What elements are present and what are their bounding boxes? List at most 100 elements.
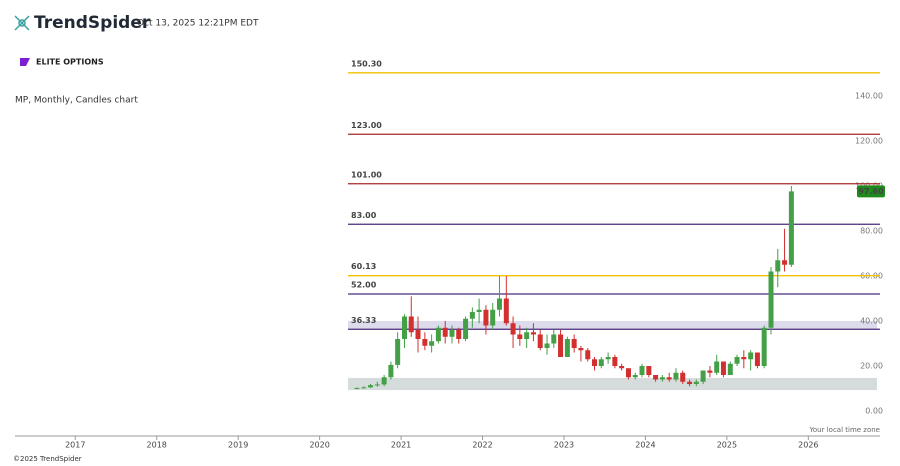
candle-body xyxy=(754,352,760,366)
candle-body xyxy=(673,372,679,380)
y-tick-label: 20.00 xyxy=(860,362,883,371)
candle-body xyxy=(476,309,482,312)
y-tick-label: 120.00 xyxy=(855,137,883,146)
candle-body xyxy=(429,341,435,346)
x-tick-label: 2021 xyxy=(391,441,411,450)
candle-body xyxy=(442,327,448,337)
candle-body xyxy=(571,339,577,348)
timestamp: Oct 13, 2025 12:21PM EDT xyxy=(137,19,259,29)
candle-body xyxy=(558,334,564,357)
candle-body xyxy=(727,363,733,375)
x-tick-label: 2019 xyxy=(228,441,248,450)
candle-body xyxy=(564,339,570,357)
candle-body xyxy=(782,260,788,265)
level-label: 123.00 xyxy=(351,121,382,130)
candle-body xyxy=(646,366,652,375)
candle-body xyxy=(592,359,598,366)
x-tick-label: 2022 xyxy=(472,441,492,450)
candle-body xyxy=(388,364,394,378)
candle-body xyxy=(578,348,584,351)
candle-body xyxy=(788,191,794,265)
candle-body xyxy=(666,377,672,380)
candle-body xyxy=(680,372,686,382)
candle-body xyxy=(537,334,543,348)
x-tick-label: 2023 xyxy=(554,441,574,450)
candle-body xyxy=(524,332,530,339)
x-tick-label: 2020 xyxy=(309,441,329,450)
level-label: 60.13 xyxy=(351,262,376,271)
level-label: 83.00 xyxy=(351,211,377,220)
candle-body xyxy=(693,381,699,384)
candle-body xyxy=(714,361,720,373)
candle-body xyxy=(761,327,767,366)
x-tick-label: 2025 xyxy=(717,441,737,450)
candle-body xyxy=(768,271,774,328)
time-zone-note: Your local time zone xyxy=(809,426,880,434)
candle-body xyxy=(483,309,489,326)
level-label: 36.33 xyxy=(351,316,376,325)
y-tick-label: 0.00 xyxy=(865,407,883,416)
candle-body xyxy=(503,298,509,324)
candle-body xyxy=(408,316,414,333)
candle-body xyxy=(707,370,713,373)
candle-body xyxy=(463,318,469,339)
candle-body xyxy=(530,332,536,335)
candle-body xyxy=(612,357,618,366)
candle-body xyxy=(354,388,360,390)
candle-body xyxy=(775,260,781,272)
candle-body xyxy=(720,361,726,375)
candle-body xyxy=(469,312,475,319)
candle-body xyxy=(395,339,401,365)
brand: TrendSpider xyxy=(34,13,151,33)
candle-body xyxy=(748,352,754,360)
candle-body xyxy=(361,387,367,389)
candle-body xyxy=(700,370,706,382)
y-tick-label: 80.00 xyxy=(860,227,883,236)
candle-body xyxy=(653,375,659,380)
partner-icon xyxy=(20,58,30,66)
candle-body xyxy=(734,357,740,364)
x-tick-label: 2024 xyxy=(635,441,655,450)
candle-body xyxy=(496,298,502,310)
zone xyxy=(348,377,877,391)
candle-body xyxy=(381,377,387,385)
candle-body xyxy=(585,350,591,360)
candle-body xyxy=(639,366,645,375)
candle-body xyxy=(598,359,604,366)
candle-body xyxy=(625,368,631,378)
y-tick-label: 140.00 xyxy=(855,92,883,101)
chart-title: MP, Monthly, Candles chart xyxy=(15,96,138,106)
candle-body xyxy=(741,357,747,360)
candle-body xyxy=(415,330,421,339)
candle-body xyxy=(401,316,407,339)
candle-body xyxy=(551,334,557,344)
candle-body xyxy=(687,381,693,384)
level-label: 101.00 xyxy=(351,170,382,179)
candle-body xyxy=(544,343,550,348)
last-price-badge xyxy=(857,185,885,198)
level-label: 52.00 xyxy=(351,281,377,290)
candle-body xyxy=(632,375,638,378)
footer: ©2025 TrendSpider xyxy=(13,455,82,463)
x-tick-label: 2017 xyxy=(65,441,85,450)
x-tick-label: 2018 xyxy=(147,441,167,450)
candle-body xyxy=(435,327,441,342)
last-price-label: 97.60 xyxy=(858,187,884,196)
level-label: 150.30 xyxy=(351,59,382,68)
logo-icon xyxy=(14,15,30,31)
candle-body xyxy=(449,330,455,337)
y-tick-label: 40.00 xyxy=(860,317,883,326)
zone xyxy=(348,321,877,330)
candle-body xyxy=(517,334,523,339)
candle-body xyxy=(510,323,516,335)
candle-body xyxy=(422,339,428,346)
candle-body xyxy=(619,366,625,369)
candle-body xyxy=(659,377,665,380)
candle-body xyxy=(490,309,496,326)
candle-body xyxy=(374,384,380,386)
candle-body xyxy=(368,385,374,388)
candle-body xyxy=(605,357,611,360)
partner: ELITE OPTIONS xyxy=(36,58,104,67)
candle-body xyxy=(456,330,462,339)
